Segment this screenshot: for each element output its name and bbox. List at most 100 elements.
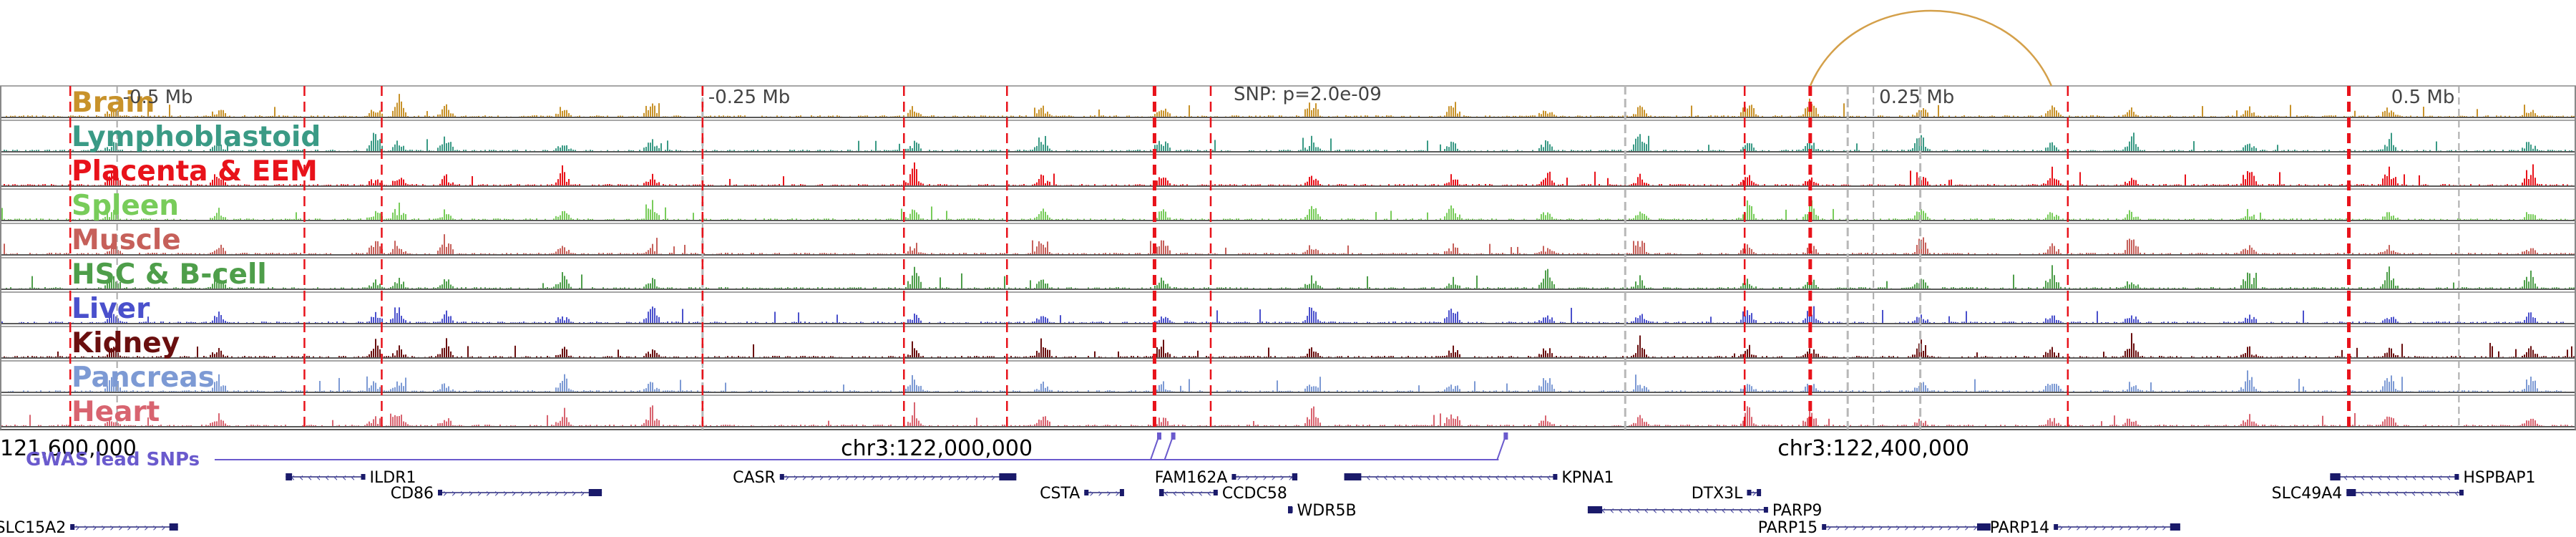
signal-peak	[2131, 136, 2132, 152]
signal-peak	[1317, 109, 1319, 117]
signal-peak	[390, 252, 391, 255]
signal-peak	[794, 150, 795, 152]
signal-peak	[907, 183, 909, 186]
signal-peak	[858, 140, 859, 152]
signal-peak	[2324, 218, 2326, 221]
signal-peak	[1762, 150, 1763, 152]
signal-peak	[802, 287, 804, 289]
signal-peak	[1745, 107, 1746, 117]
signal-peak	[1648, 218, 1649, 221]
track-signal-4	[4, 234, 2575, 255]
signal-peak	[1350, 287, 1351, 289]
signal-peak	[506, 218, 507, 221]
signal-peak	[362, 321, 364, 324]
signal-peak	[358, 253, 359, 255]
signal-peak	[36, 115, 37, 117]
signal-peak	[525, 218, 527, 221]
signal-peak	[671, 253, 673, 255]
signal-peak	[338, 115, 340, 117]
signal-peak	[648, 250, 649, 255]
signal-peak	[40, 218, 42, 221]
signal-peak	[1517, 287, 1518, 289]
signal-peak	[2294, 287, 2296, 289]
signal-peak	[916, 142, 917, 152]
signal-peak	[2208, 218, 2210, 221]
signal-peak	[298, 150, 299, 152]
signal-peak	[1040, 243, 1042, 255]
signal-peak	[821, 253, 823, 255]
signal-peak	[929, 150, 930, 152]
signal-peak	[216, 213, 218, 221]
signal-peak	[723, 115, 724, 117]
signal-peak	[188, 321, 190, 324]
signal-peak	[225, 251, 226, 255]
signal-peak	[2556, 184, 2557, 186]
signal-peak	[2348, 287, 2349, 289]
signal-peak	[2386, 212, 2388, 221]
signal-peak	[2131, 107, 2132, 117]
signal-peak	[768, 218, 769, 221]
signal-peak	[433, 115, 434, 117]
signal-peak	[373, 183, 374, 186]
signal-peak	[1410, 115, 1411, 117]
signal-peak	[227, 321, 228, 324]
signal-peak	[620, 287, 621, 289]
signal-peak	[1058, 115, 1059, 117]
signal-peak	[1708, 145, 1709, 152]
signal-peak	[10, 287, 11, 289]
signal-peak	[1946, 253, 1948, 255]
signal-peak	[212, 252, 213, 255]
signal-peak	[920, 281, 922, 289]
signal-peak	[993, 287, 995, 289]
signal-peak	[1792, 150, 1793, 152]
signal-peak	[1903, 253, 1905, 255]
signal-peak	[834, 253, 836, 255]
signal-peak	[1440, 115, 1441, 117]
signal-peak	[832, 115, 834, 117]
signal-peak	[2307, 287, 2308, 289]
signal-peak	[1663, 150, 1664, 152]
signal-peak	[128, 115, 130, 117]
signal-peak	[405, 320, 406, 324]
signal-peak	[1858, 287, 1860, 289]
signal-peak	[630, 184, 632, 186]
signal-peak	[1646, 251, 1647, 255]
signal-peak	[472, 321, 473, 324]
signal-peak	[697, 184, 698, 186]
signal-peak	[611, 253, 613, 255]
signal-peak	[2552, 115, 2553, 117]
signal-peak	[1416, 184, 1418, 186]
signal-peak	[2530, 270, 2532, 289]
signal-peak	[444, 209, 445, 221]
signal-peak	[564, 172, 565, 186]
signal-peak	[2232, 115, 2233, 117]
signal-peak	[669, 253, 670, 255]
signal-peak	[2305, 184, 2306, 186]
signal-peak	[491, 150, 492, 152]
signal-peak	[1818, 114, 1819, 117]
signal-peak	[124, 321, 125, 324]
signal-peak	[1330, 138, 1332, 152]
signal-peak	[2178, 218, 2180, 221]
signal-peak	[942, 287, 943, 289]
signal-peak	[796, 287, 797, 289]
signal-peak	[1201, 218, 1203, 221]
signal-peak	[446, 174, 447, 186]
signal-peak	[2060, 253, 2062, 255]
signal-peak	[1128, 253, 1130, 255]
signal-peak	[459, 253, 460, 255]
signal-peak	[1676, 150, 1677, 152]
signal-peak	[274, 107, 275, 117]
signal-peak	[875, 218, 877, 221]
signal-peak	[2341, 287, 2343, 289]
signal-peak	[2150, 115, 2152, 117]
signal-peak	[2530, 144, 2532, 152]
signal-peak	[1049, 251, 1050, 255]
signal-peak	[287, 150, 288, 152]
signal-peak	[2384, 110, 2386, 117]
signal-peak	[1727, 115, 1729, 117]
signal-peak	[51, 321, 52, 324]
signal-peak	[2378, 150, 2379, 152]
signal-peak	[1296, 184, 1297, 186]
signal-peak	[147, 253, 149, 255]
